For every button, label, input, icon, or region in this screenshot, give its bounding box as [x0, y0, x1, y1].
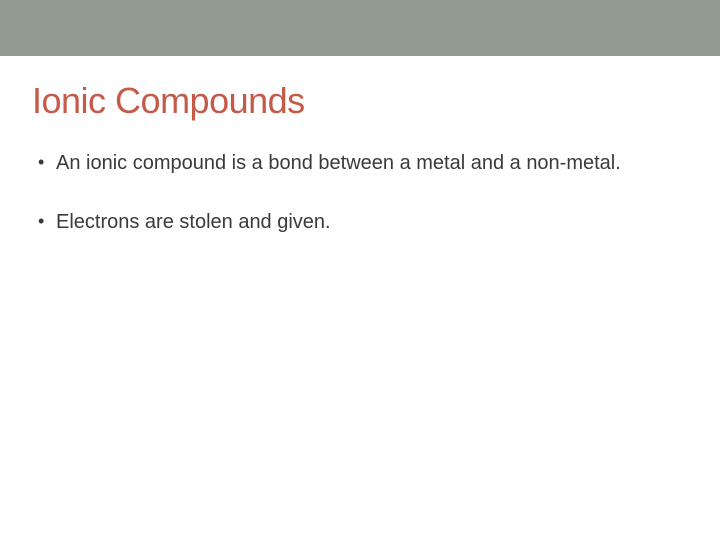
bullet-list: An ionic compound is a bond between a me…: [32, 150, 688, 236]
list-item: An ionic compound is a bond between a me…: [38, 150, 688, 177]
list-item: Electrons are stolen and given.: [38, 209, 688, 236]
slide-content: Ionic Compounds An ionic compound is a b…: [0, 56, 720, 292]
top-accent-bar: [0, 0, 720, 56]
slide-title: Ionic Compounds: [32, 80, 688, 122]
